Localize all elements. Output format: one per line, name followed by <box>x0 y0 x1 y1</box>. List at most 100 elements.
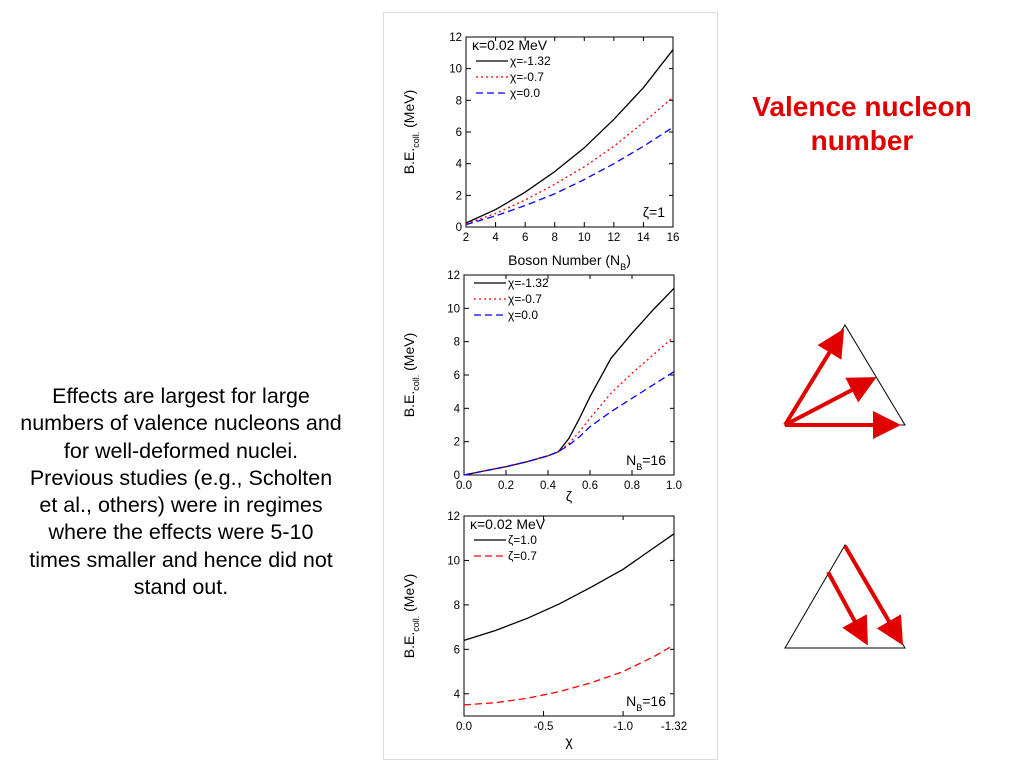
data-point <box>654 655 655 656</box>
arrow-mid <box>784 377 877 427</box>
x-tick-label: 10 <box>578 232 591 244</box>
x-tick-label: 0.4 <box>540 480 557 492</box>
data-point <box>652 309 653 310</box>
data-point <box>622 569 623 570</box>
triangle-top <box>783 324 906 439</box>
data-point <box>643 146 644 147</box>
x-tick-label: 6 <box>522 232 528 244</box>
data-point <box>589 426 590 427</box>
legend-label: χ=-0.7 <box>508 292 542 306</box>
data-point <box>525 205 526 206</box>
y-tick-label: 6 <box>454 370 460 382</box>
data-point <box>631 373 632 374</box>
data-point <box>672 49 673 50</box>
data-point <box>527 698 528 699</box>
x-tick-label: 4 <box>492 232 499 244</box>
x-tick-label: 0.0 <box>456 480 472 492</box>
series-line-1 <box>465 96 674 225</box>
data-point <box>568 438 569 439</box>
data-point <box>654 547 655 548</box>
corner-annotation: ζ=1 <box>643 204 665 220</box>
arrow-diag-right <box>843 544 904 646</box>
data-point <box>613 163 614 164</box>
corner-annotation: NB=16 <box>626 693 666 713</box>
x-tick-label: 8 <box>552 232 558 244</box>
arrow-up <box>783 328 845 427</box>
y-tick-label: 12 <box>447 511 460 523</box>
data-point <box>673 336 674 337</box>
triangle-bottom <box>784 544 906 649</box>
x-tick-label: 1.0 <box>666 480 682 492</box>
x-tick-label: -0.5 <box>534 721 554 733</box>
corner-annotation: NB=16 <box>626 452 666 472</box>
data-point <box>589 418 590 419</box>
data-point <box>559 691 560 692</box>
x-axis-label: Boson Number (NB) <box>508 252 631 272</box>
y-tick-label: 4 <box>456 159 463 171</box>
y-tick-label: 10 <box>447 303 460 315</box>
data-point <box>463 704 464 705</box>
kappa-annotation: κ=0.02 MeV <box>472 37 548 53</box>
y-axis-label: B.E.coll. (MeV) <box>401 333 421 417</box>
data-point <box>613 119 614 120</box>
legend-label: χ=-1.32 <box>508 276 549 290</box>
data-point <box>484 470 485 471</box>
y-tick-label: 8 <box>454 600 460 612</box>
y-tick-label: 0 <box>456 222 462 234</box>
data-point <box>525 192 526 193</box>
y-tick-label: 2 <box>456 190 462 202</box>
arrow-diag-left <box>826 571 868 646</box>
x-tick-label: 14 <box>637 232 650 244</box>
x-tick-label: 16 <box>667 232 680 244</box>
series-line-1 <box>463 644 675 706</box>
slide-title: Valence nucleon number <box>752 91 972 156</box>
data-point <box>673 644 674 645</box>
data-point <box>591 587 592 588</box>
y-tick-label: 8 <box>456 95 462 107</box>
data-point <box>643 87 644 88</box>
data-point <box>554 184 555 185</box>
data-point <box>547 455 548 456</box>
data-point <box>672 97 673 98</box>
x-tick-label: 12 <box>607 232 620 244</box>
description-text: Effects are largest for large numbers of… <box>20 384 342 600</box>
y-tick-label: 10 <box>449 64 462 76</box>
series-line-1 <box>463 336 675 476</box>
data-point <box>527 618 528 619</box>
x-axis-label: ζ <box>566 488 572 504</box>
chart-chi: 0.0 -0.5 -1.0 -1.32 4 6 8 10 12 B.E.coll. (MeV) χ κ… <box>401 511 687 749</box>
data-point <box>495 630 496 631</box>
data-point <box>579 431 580 432</box>
legend-label: χ=-0.7 <box>510 70 544 84</box>
legend-label: χ=-1.32 <box>510 54 551 68</box>
legend-label: χ=0.0 <box>510 86 540 100</box>
x-tick-label: 0.2 <box>498 480 514 492</box>
y-axis-label: B.E.coll. (MeV) <box>401 90 421 174</box>
data-point <box>610 411 611 412</box>
data-point <box>495 702 496 703</box>
x-tick-label: 0.8 <box>624 480 640 492</box>
data-point <box>631 398 632 399</box>
data-point <box>558 451 559 452</box>
data-point <box>589 396 590 397</box>
data-point <box>554 193 555 194</box>
data-point <box>673 288 674 289</box>
y-tick-label: 0 <box>454 470 460 482</box>
y-tick-label: 12 <box>447 270 460 282</box>
data-point <box>584 166 585 167</box>
y-axis-label: B.E.coll. (MeV) <box>401 574 421 658</box>
data-point <box>465 224 466 225</box>
data-point <box>495 213 496 214</box>
series-line-0 <box>463 533 675 642</box>
data-point <box>631 333 632 334</box>
data-point <box>579 436 580 437</box>
data-point <box>610 393 611 394</box>
x-axis-label: χ <box>565 733 573 749</box>
data-point <box>463 640 464 641</box>
kappa-annotation: κ=0.02 MeV <box>470 516 546 532</box>
series-line-2 <box>465 126 674 226</box>
y-tick-label: 6 <box>456 127 462 139</box>
legend-label: ζ=0.7 <box>508 549 537 563</box>
data-point <box>495 215 496 216</box>
